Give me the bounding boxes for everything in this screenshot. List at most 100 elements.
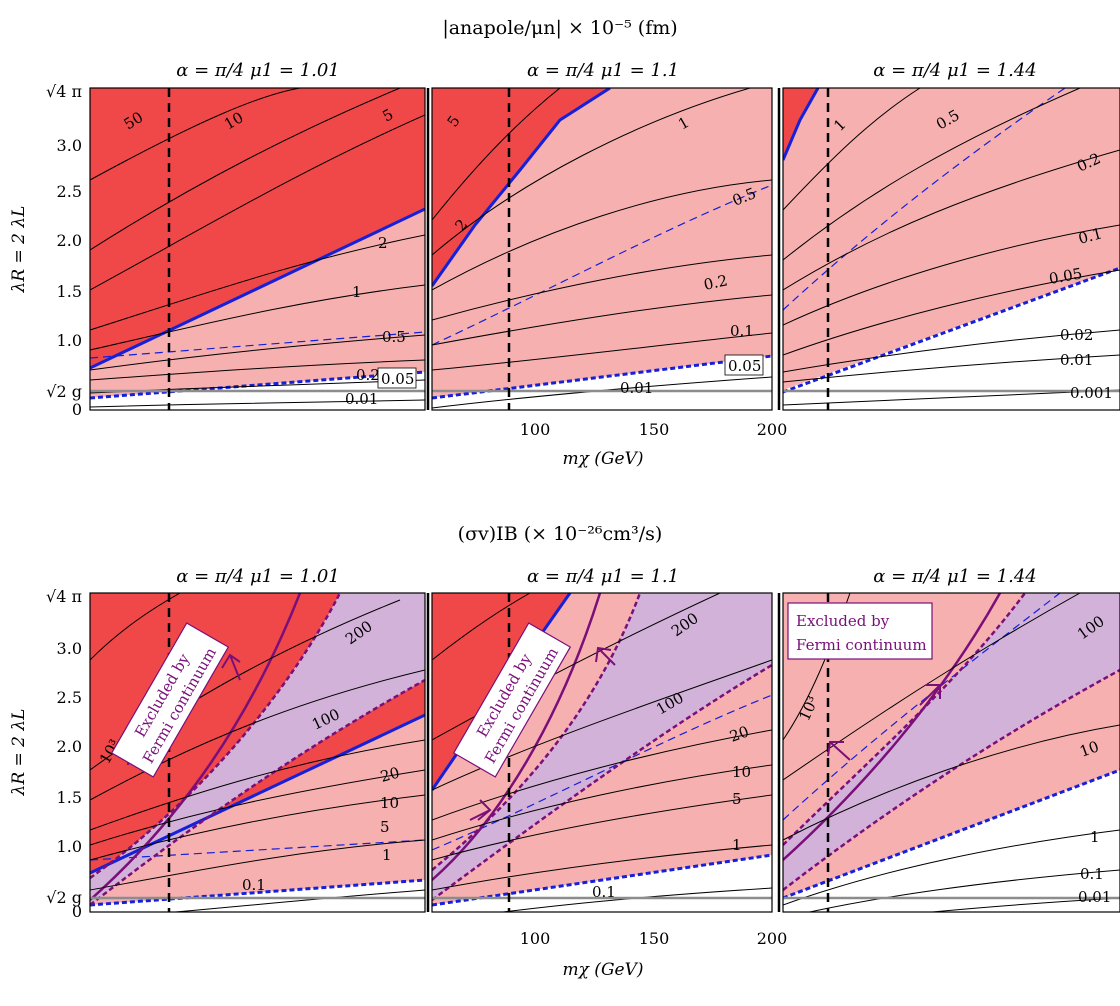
svg-text:0.02: 0.02 [1060,326,1093,344]
svg-text:10: 10 [1077,737,1101,760]
excluded-dark-region [90,88,425,368]
bottom-panel-3: 10³ 100 10 1 0.1 0.01 Excluded by Fermi … [783,593,1120,912]
svg-text:10: 10 [380,794,399,812]
svg-text:0.1: 0.1 [242,876,266,894]
fermi-arrow-1 [827,741,851,761]
fermi-arrow-1 [469,799,492,821]
fermi-arrow-2 [595,646,616,666]
x-tick-label: 200 [757,420,788,439]
x-tick-label: 150 [639,929,670,948]
top-figure-title: |anapole/μn| × 10⁻⁵ (fm) [442,17,677,39]
purple-dotted-boundary-upper [432,593,642,871]
blue-dashed-line [783,88,1066,311]
y-tick-label: 2.5 [57,182,82,201]
bottom-y-axis: √4 π 3.0 2.5 2.0 1.5 1.0 √2 g 0 λR = 2 λ… [9,587,82,921]
fermi-band-purple-region [432,593,772,900]
y-tick-label: 3.0 [57,639,82,658]
top-x-axis: 100 150 200 mχ (GeV) [520,420,788,469]
top-panel-3: 1 0.5 0.2 0.1 0.05 0.02 0.01 0.001 [783,88,1120,410]
blue-dotted-line [90,370,425,400]
y-axis-label: λR = 2 λL [9,709,29,797]
fermi-band-purple-region [90,593,425,905]
y-tick-label: 1.0 [57,837,82,856]
y-tick-label: √2 g [46,888,82,907]
y-tick-label: √4 π [46,82,82,101]
svg-text:0.01: 0.01 [620,379,653,397]
y-tick-label: 2.5 [57,688,82,707]
x-tick-label: 150 [639,420,670,439]
excluded-dark-region [783,88,818,160]
bottom-figure-title: (σv)IB (× 10⁻²⁶cm³/s) [458,523,663,545]
panel-separators [426,88,781,912]
bottom-panel-2: 200 100 20 10 5 1 0.1 Excluded by Fermi … [432,593,772,912]
svg-text:1: 1 [382,846,392,864]
top-panel-2: 5 2 1 0.5 0.2 0.1 0.05 0.01 [432,88,772,410]
x-axis-label: mχ (GeV) [562,960,643,980]
y-tick-label: √2 g [46,382,82,401]
y-tick-label: 1.5 [57,282,82,301]
purple-dotted-boundary-upper [90,593,342,880]
blue-dashed-line [90,839,425,861]
svg-text:1: 1 [352,283,362,301]
svg-text:0.5: 0.5 [382,328,406,346]
blue-dotted-line [783,768,1120,900]
contour-lines [783,593,1120,912]
fermi-limit-line [783,593,1002,861]
blue-boundary-line [90,207,425,370]
y-tick-label: √4 π [46,587,82,606]
y-tick-label: 1.0 [57,331,82,350]
y-tick-label: 2.0 [57,231,82,250]
top-y-axis: √4 π 3.0 2.5 2.0 1.5 1.0 √2 g 0 λR = 2 λ… [9,82,82,419]
blue-dotted-line [432,853,772,907]
y-tick-label: 3.0 [57,136,82,155]
contour-lines [90,88,425,408]
svg-text:2: 2 [378,234,388,252]
contour-lines [432,593,772,912]
blue-dashed-line [432,184,772,346]
fermi-band-purple-region [783,593,1120,890]
blue-dashed-line [432,694,772,851]
svg-text:0.1: 0.1 [592,883,616,901]
purple-dotted-boundary-lower [783,668,1120,891]
panel-title-top-1: α = π/4 μ1 = 1.01 [176,60,340,81]
svg-text:0.2: 0.2 [356,366,380,384]
svg-text:20: 20 [727,722,751,745]
svg-text:0.1: 0.1 [1076,224,1104,248]
svg-text:0.05: 0.05 [381,370,414,388]
x-axis-label: mχ (GeV) [562,449,643,469]
x-tick-label: 200 [757,929,788,948]
bottom-x-axis: 100 150 200 mχ (GeV) [520,929,788,980]
x-tick-label: 100 [520,929,551,948]
allowed-light-region [783,88,1120,390]
excluded-dark-region [432,593,570,790]
purple-dotted-boundary-upper [783,593,1027,846]
y-tick-label: 0 [72,400,82,419]
fermi-arrow-2 [919,684,941,706]
svg-text:1: 1 [732,836,742,854]
purple-dotted-boundary-lower [90,678,425,906]
top-panel-1: 50 10 5 2 1 0.5 0.2 0.05 0.01 [90,88,425,410]
svg-text:0.001: 0.001 [1070,384,1113,402]
fermi-label-line2: Fermi continuum [796,636,927,654]
x-tick-label: 100 [520,420,551,439]
y-tick-label: 1.5 [57,788,82,807]
blue-boundary-line [783,88,820,161]
fermi-limit-line [90,593,302,901]
svg-text:1: 1 [1090,828,1100,846]
svg-text:0.2: 0.2 [702,271,729,294]
blue-dashed-line [783,593,1061,821]
y-axis-label: λR = 2 λL [9,206,29,294]
blue-boundary-line [432,88,611,287]
contour-lines [783,88,1120,406]
bottom-panel-1: 10³ 200 100 20 10 5 1 0.1 Excluded by Fe… [90,593,425,912]
y-tick-label: 2.0 [57,737,82,756]
fermi-excluded-label: Excluded by Fermi continuum [787,602,933,660]
panel-title-bottom-2: α = π/4 μ1 = 1.1 [527,566,679,587]
svg-text:0.1: 0.1 [1080,865,1104,883]
blue-dotted-line [783,266,1120,394]
svg-text:0.05: 0.05 [728,357,761,375]
panel-title-bottom-1: α = π/4 μ1 = 1.01 [176,566,340,587]
svg-text:0.01: 0.01 [345,390,378,408]
fermi-limit-line [432,593,602,881]
